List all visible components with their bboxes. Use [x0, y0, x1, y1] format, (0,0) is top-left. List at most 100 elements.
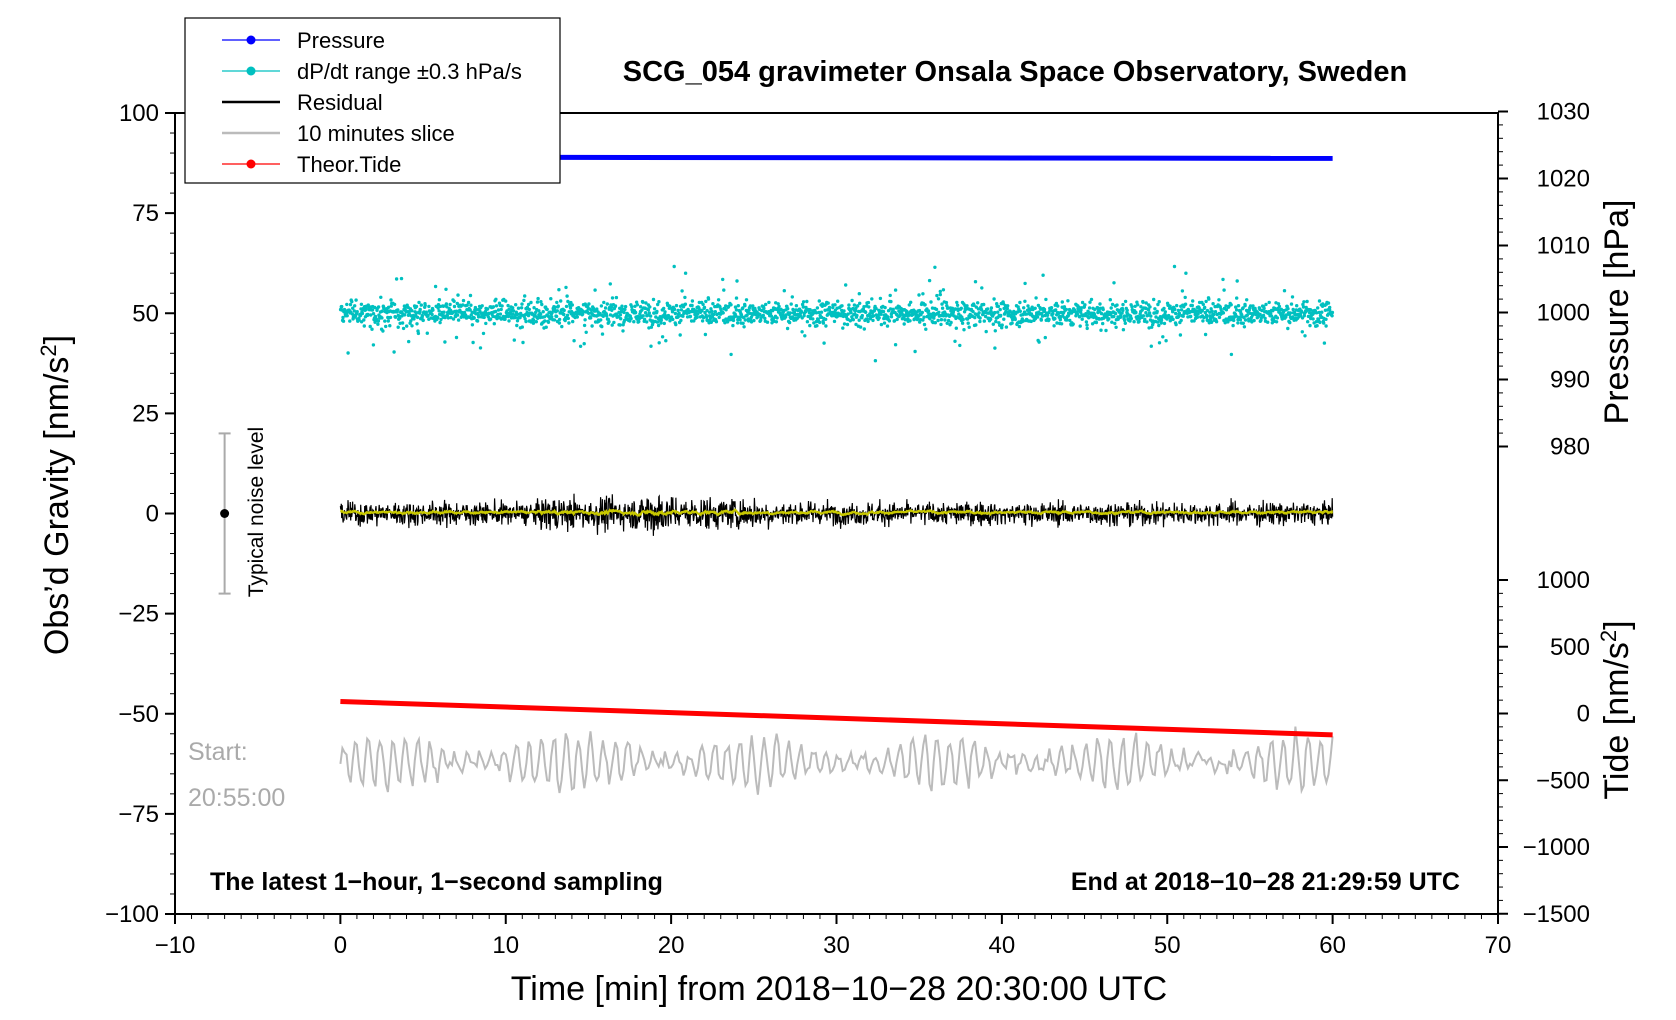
dpdt-point: [376, 319, 381, 323]
dpdt-point: [388, 324, 392, 328]
dpdt-point: [346, 351, 350, 355]
dpdt-point: [1269, 314, 1274, 318]
dpdt-point: [851, 318, 855, 322]
y-pressure-tick-label: 1020: [1537, 166, 1590, 193]
dpdt-point: [465, 303, 469, 307]
dpdt-point: [958, 343, 962, 348]
y-tide-tick-label: −1000: [1523, 834, 1590, 861]
dpdt-point: [605, 302, 609, 306]
dpdt-point: [376, 305, 381, 309]
legend-label: 10 minutes slice: [297, 121, 455, 146]
dpdt-point: [973, 280, 978, 284]
dpdt-point: [1195, 315, 1200, 319]
dpdt-point: [1328, 308, 1332, 312]
dpdt-point: [678, 333, 682, 337]
dpdt-point: [940, 306, 945, 310]
dpdt-point: [1005, 306, 1009, 311]
dpdt-point: [655, 309, 659, 314]
dpdt-point: [1302, 300, 1306, 304]
dpdt-point: [741, 306, 745, 310]
dpdt-point: [1203, 305, 1207, 310]
dpdt-point: [660, 335, 665, 339]
y-left-tick-label: −25: [118, 601, 159, 628]
dpdt-point: [734, 296, 739, 300]
dpdt-point: [638, 305, 643, 309]
dpdt-point: [1010, 321, 1014, 325]
dpdt-point: [531, 321, 536, 325]
dpdt-point: [652, 307, 657, 311]
dpdt-point: [731, 323, 735, 328]
dpdt-point: [602, 300, 606, 305]
dpdt-point: [1266, 320, 1270, 324]
dpdt-point: [801, 305, 805, 309]
dpdt-point: [882, 316, 886, 321]
dpdt-point: [506, 314, 511, 319]
dpdt-point: [921, 318, 925, 322]
dpdt-point: [1243, 318, 1248, 322]
dpdt-point: [425, 331, 429, 335]
dpdt-point: [938, 292, 942, 297]
dpdt-point: [1015, 310, 1020, 314]
axes: −10 0 10 20 30 40 50 60 70−100−75−50−25025507510…: [105, 99, 1590, 960]
dpdt-point: [1040, 311, 1044, 316]
dpdt-point: [761, 313, 765, 318]
dpdt-point: [1298, 313, 1303, 318]
dpdt-point: [1196, 312, 1200, 316]
dpdt-point: [962, 328, 966, 332]
dpdt-point: [1051, 312, 1055, 316]
dpdt-point: [1191, 299, 1195, 303]
dpdt-point: [1084, 320, 1089, 324]
dpdt-point: [1034, 296, 1038, 300]
dpdt-point: [613, 304, 618, 308]
dpdt-point: [445, 305, 449, 309]
dpdt-point: [452, 304, 457, 309]
dpdt-point: [452, 299, 456, 303]
dpdt-point: [523, 294, 527, 298]
dpdt-point: [1252, 318, 1256, 323]
dpdt-point: [527, 307, 531, 312]
dpdt-point: [1154, 315, 1158, 319]
dpdt-point: [1039, 318, 1044, 322]
dpdt-point: [522, 298, 526, 303]
dpdt-point: [700, 319, 705, 323]
dpdt-point: [1068, 318, 1072, 323]
dpdt-point: [645, 320, 649, 324]
dpdt-point: [1306, 314, 1311, 319]
dpdt-point: [850, 298, 854, 303]
dpdt-point: [1067, 312, 1071, 316]
y-tide-tick-label: −500: [1536, 767, 1590, 794]
dpdt-point: [842, 322, 847, 326]
dpdt-point: [710, 309, 714, 313]
dpdt-point: [947, 314, 952, 318]
dpdt-point: [1099, 311, 1104, 316]
dpdt-point: [936, 318, 940, 323]
dpdt-point: [656, 302, 660, 307]
dpdt-point: [405, 324, 409, 328]
dpdt-point: [1136, 303, 1140, 307]
legend: Pressure dP/dt range ±0.3 hPa/s Residual 10…: [184, 17, 561, 184]
dpdt-point: [437, 298, 442, 302]
dpdt-point: [456, 293, 460, 297]
dpdt-point: [557, 321, 562, 325]
dpdt-point: [1148, 305, 1152, 309]
dpdt-point: [529, 300, 533, 305]
dpdt-point: [867, 305, 871, 309]
dpdt-point: [1144, 301, 1148, 305]
dpdt-point: [1201, 319, 1205, 323]
dpdt-point: [1059, 322, 1064, 326]
y-left-tick-label: 100: [119, 100, 159, 127]
dpdt-point: [659, 318, 663, 322]
dpdt-point: [1217, 315, 1222, 320]
dpdt-point: [656, 323, 661, 328]
dpdt-point: [556, 304, 560, 308]
dpdt-point: [1168, 304, 1172, 308]
dpdt-point: [610, 308, 614, 312]
dpdt-point: [1212, 312, 1216, 317]
dpdt-point: [657, 341, 661, 345]
dpdt-point: [871, 318, 875, 323]
dpdt-point: [392, 302, 397, 307]
dpdt-point: [369, 313, 373, 317]
dpdt-point: [949, 320, 953, 325]
dpdt-point: [785, 326, 790, 331]
